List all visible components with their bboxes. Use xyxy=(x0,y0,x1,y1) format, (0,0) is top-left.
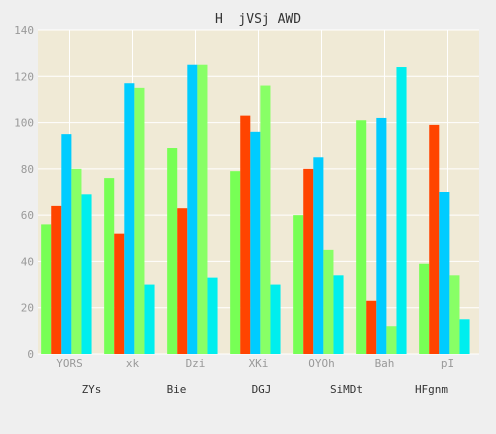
bar xyxy=(293,215,304,354)
bar xyxy=(356,120,367,354)
bar xyxy=(41,224,52,354)
group-label: ZYs xyxy=(82,383,102,396)
chart-title: H jVSj AWD xyxy=(215,12,301,27)
x-tick-label: XKi xyxy=(249,357,269,370)
bar xyxy=(124,83,135,354)
bar xyxy=(114,233,125,354)
bar xyxy=(396,67,407,355)
bars xyxy=(41,64,470,355)
bar xyxy=(386,326,397,354)
x-tick-label: Dzi xyxy=(186,357,206,370)
group-label: SiMDt xyxy=(330,383,363,396)
x-tick-label: pI xyxy=(441,357,454,370)
bar xyxy=(197,64,208,354)
bar xyxy=(207,277,218,354)
x-tick-label: Bah xyxy=(375,357,395,370)
bar xyxy=(303,168,314,354)
y-tick-label: 120 xyxy=(14,70,34,83)
x-axis-ticks: YORS xk Dzi XKi OYOh Bah pI xyxy=(56,357,454,370)
y-tick-label: 20 xyxy=(21,302,34,315)
y-axis-ticks: 0 20 40 60 80 100 120 140 xyxy=(14,24,34,361)
bar xyxy=(439,192,450,354)
bar xyxy=(260,85,271,355)
bar xyxy=(61,134,72,354)
group-label: Bie xyxy=(167,383,187,396)
group-label: HFgnm xyxy=(415,383,448,396)
x-tick-label: xk xyxy=(126,357,140,370)
bar xyxy=(333,275,344,354)
bar xyxy=(323,249,334,354)
y-tick-label: 140 xyxy=(14,24,34,37)
bar xyxy=(144,284,155,354)
group-labels: ZYs Bie DGJ SiMDt HFgnm xyxy=(82,383,449,396)
y-tick-label: 40 xyxy=(21,255,34,268)
bar xyxy=(104,178,115,354)
bar xyxy=(449,275,460,354)
bar xyxy=(270,284,281,354)
bar xyxy=(167,148,178,354)
bar xyxy=(419,263,430,354)
bar xyxy=(240,115,251,354)
group-label: DGJ xyxy=(252,383,272,396)
bar xyxy=(177,208,188,354)
bar xyxy=(376,117,387,354)
bar xyxy=(51,205,62,354)
bar xyxy=(134,87,145,354)
bar xyxy=(250,131,261,354)
y-tick-label: 60 xyxy=(21,209,34,222)
bar xyxy=(71,168,82,354)
bar xyxy=(313,157,324,354)
y-tick-label: 0 xyxy=(27,348,34,361)
bar xyxy=(187,64,198,354)
bar xyxy=(429,124,440,354)
y-tick-label: 100 xyxy=(14,117,34,130)
x-tick-label: OYOh xyxy=(308,357,335,370)
x-tick-label: YORS xyxy=(56,357,83,370)
bar xyxy=(459,319,470,354)
y-tick-label: 80 xyxy=(21,163,34,176)
bar xyxy=(366,300,377,354)
bar xyxy=(81,194,92,354)
bar xyxy=(230,171,241,354)
